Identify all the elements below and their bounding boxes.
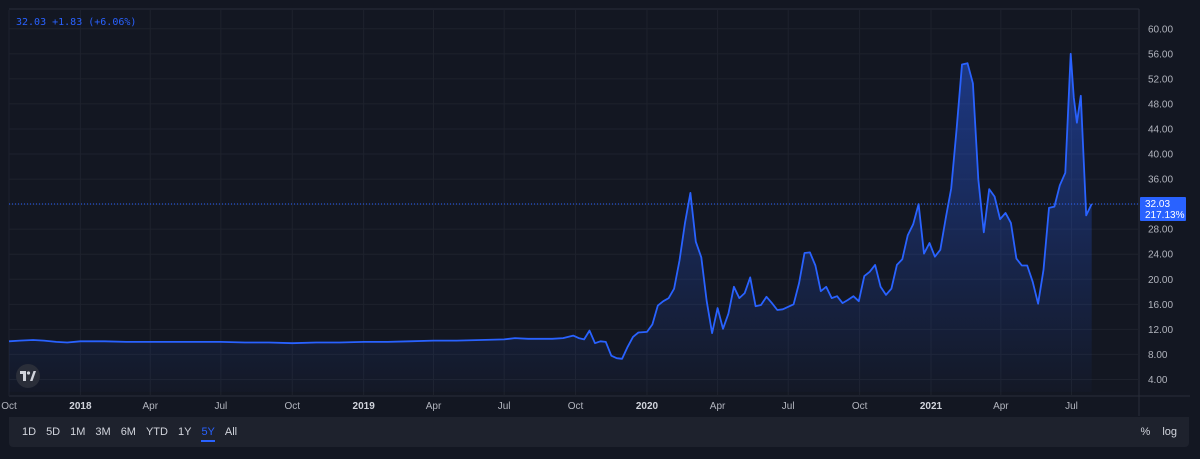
y-tick-label: 40.00: [1148, 150, 1173, 161]
x-tick-label: Oct: [852, 401, 868, 412]
x-tick-label: Apr: [710, 401, 726, 412]
range-button-1m[interactable]: 1M: [70, 426, 86, 438]
x-tick-label: 2019: [353, 401, 376, 412]
x-tick-label: 2020: [636, 401, 659, 412]
y-tick-label: 44.00: [1148, 124, 1173, 135]
y-tick-label: 56.00: [1148, 49, 1173, 60]
price-line: [8, 52, 1093, 360]
price-tag: [1140, 196, 1186, 221]
y-tick-label: 20.00: [1148, 275, 1173, 286]
percent-scale-button[interactable]: %: [1140, 426, 1151, 438]
y-tick-label: 36.00: [1148, 175, 1173, 186]
range-button-ytd[interactable]: YTD: [145, 426, 168, 438]
y-tick-label: 28.00: [1148, 225, 1173, 236]
y-tick-label: 24.00: [1148, 250, 1173, 261]
range-button-1d[interactable]: 1D: [22, 426, 37, 438]
price-tag-value: 32.03: [1145, 199, 1170, 210]
x-tick-label: Jul: [782, 401, 795, 412]
x-tick-label: Jul: [498, 401, 511, 412]
y-tick-label: 12.00: [1148, 325, 1173, 336]
y-tick-label: 60.00: [1148, 24, 1173, 35]
y-tick-label: 52.00: [1148, 74, 1173, 85]
range-list: 1D 5D 1M 3M 6M YTD 1Y 5Y All: [17, 417, 242, 447]
x-tick-label: Apr: [993, 401, 1009, 412]
legend-value: 32.03 +1.83 (+6.06%): [16, 17, 137, 28]
x-tick-label: Jul: [1065, 401, 1078, 412]
tradingview-logo-icon-shape: [20, 371, 36, 381]
x-tick-label: Apr: [142, 401, 158, 412]
range-button-1y[interactable]: 1Y: [177, 426, 192, 438]
range-toolbar: 1D 5D 1M 3M 6M YTD 1Y 5Y All % log: [9, 417, 1189, 447]
area-fill: [9, 53, 1092, 393]
range-button-3m[interactable]: 3M: [95, 426, 111, 438]
price-chart[interactable]: 4.008.0012.0016.0020.0024.0028.0032.0036…: [0, 0, 1200, 416]
price-tag-percent: 217.13%: [1145, 210, 1185, 221]
tradingview-logo-icon[interactable]: [16, 364, 40, 388]
x-tick-label: Oct: [568, 401, 584, 412]
x-tick-label: Apr: [426, 401, 442, 412]
range-button-5y[interactable]: 5Y: [196, 417, 219, 447]
y-tick-label: 16.00: [1148, 300, 1173, 311]
log-scale-button[interactable]: log: [1162, 426, 1177, 438]
x-tick-label: 2021: [920, 401, 943, 412]
range-button-5d[interactable]: 5D: [46, 426, 61, 438]
x-tick-label: Oct: [1, 401, 17, 412]
y-tick-label: 48.00: [1148, 99, 1173, 110]
x-tick-label: 2018: [69, 401, 92, 412]
range-button-all[interactable]: All: [224, 426, 238, 438]
chart-area[interactable]: 4.008.0012.0016.0020.0024.0028.0032.0036…: [0, 0, 1200, 416]
x-tick-label: Oct: [284, 401, 300, 412]
range-button-6m[interactable]: 6M: [120, 426, 136, 438]
y-tick-label: 4.00: [1148, 375, 1168, 386]
y-tick-label: 8.00: [1148, 350, 1168, 361]
x-tick-label: Jul: [214, 401, 227, 412]
